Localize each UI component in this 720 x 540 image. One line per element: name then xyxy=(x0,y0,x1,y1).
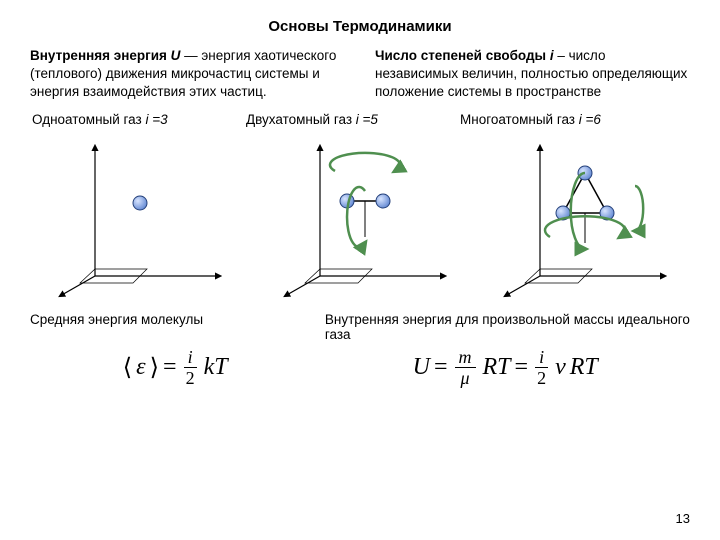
diagrams-row xyxy=(30,129,690,304)
definition-internal-energy: Внутренняя энергия U — энергия хаотическ… xyxy=(30,47,345,102)
page-number: 13 xyxy=(676,511,690,526)
def-left-prefix: Внутренняя энергия xyxy=(30,48,171,63)
page-title: Основы Термодинамики xyxy=(30,18,690,35)
diagram-polyatomic xyxy=(480,129,680,304)
label-polyatomic: Многоатомный газ i =6 xyxy=(460,112,684,127)
gas-labels-row: Одноатомный газ i =3 Двухатомный газ i =… xyxy=(30,112,690,127)
formula-internal-energy: U = mμ RT = i2 νRT xyxy=(320,348,690,387)
bottom-labels-row: Средняя энергия молекулы Внутренняя энер… xyxy=(30,312,690,342)
definition-degrees-of-freedom: Число степеней свободы i – число независ… xyxy=(375,47,690,102)
def-left-symbol: U xyxy=(171,48,181,63)
formulas-row: ⟨ε⟩ = i2 kT U = mμ RT = i2 νRT xyxy=(30,348,690,387)
definitions-row: Внутренняя энергия U — энергия хаотическ… xyxy=(30,47,690,102)
diagram-monoatomic xyxy=(40,129,240,304)
label-diatomic: Двухатомный газ i =5 xyxy=(246,112,460,127)
label-monoatomic: Одноатомный газ i =3 xyxy=(32,112,246,127)
label-mean-energy: Средняя энергия молекулы xyxy=(30,312,317,342)
formula-mean-energy: ⟨ε⟩ = i2 kT xyxy=(30,348,320,387)
label-internal-energy-mass: Внутренняя энергия для произвольной масс… xyxy=(317,312,690,342)
diagram-diatomic xyxy=(260,129,460,304)
def-right-prefix: Число степеней свободы xyxy=(375,48,550,63)
